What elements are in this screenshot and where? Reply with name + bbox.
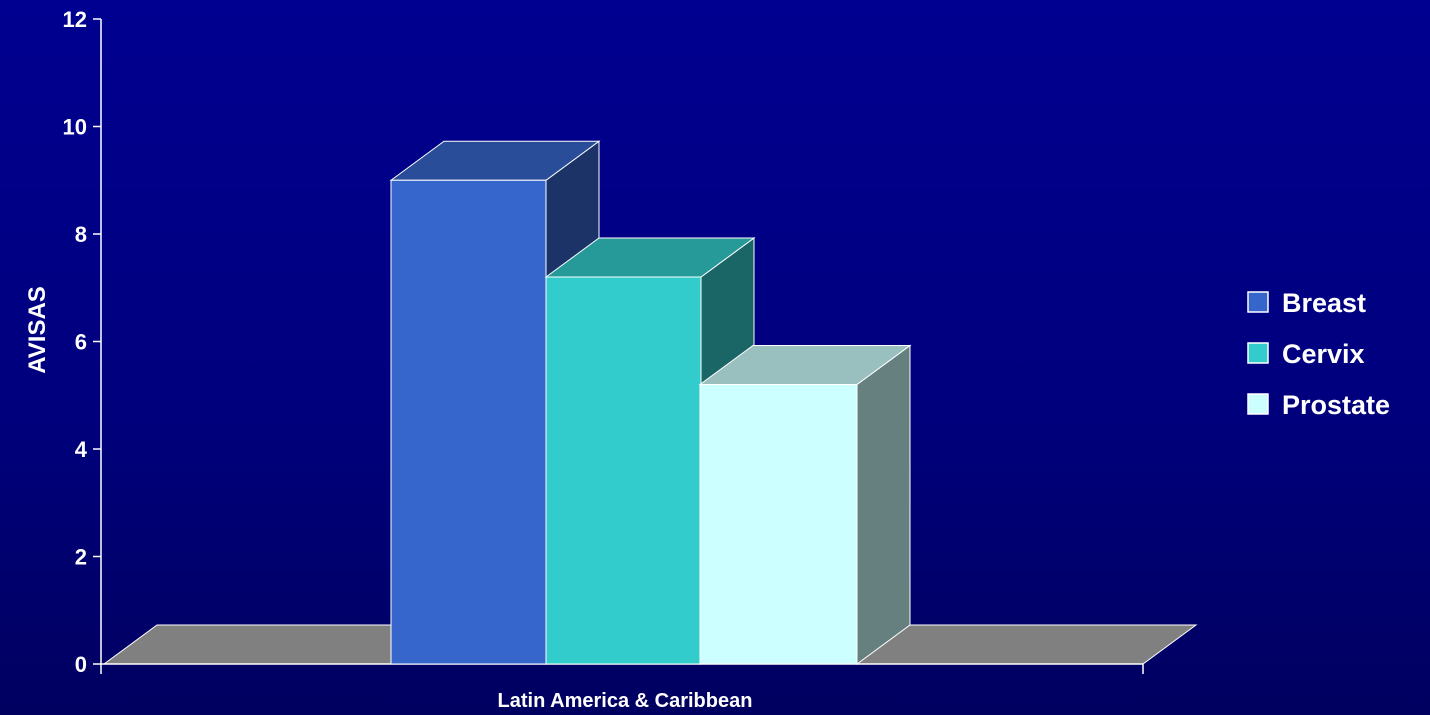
legend-item-prostate: Prostate bbox=[1247, 390, 1390, 420]
legend-label: Prostate bbox=[1282, 390, 1390, 420]
bar-front bbox=[699, 384, 858, 665]
x-category-label: Latin America & Caribbean bbox=[498, 690, 753, 712]
legend-label: Cervix bbox=[1282, 339, 1365, 369]
y-tick-label: 6 bbox=[75, 330, 87, 355]
legend-swatch bbox=[1247, 291, 1269, 313]
bar-front bbox=[545, 276, 702, 665]
legend: Breast Cervix Prostate bbox=[1247, 288, 1390, 420]
legend-item-breast: Breast bbox=[1247, 288, 1366, 318]
y-tick-label: 4 bbox=[75, 437, 88, 462]
y-axis-title: AVISAS bbox=[24, 286, 51, 374]
y-tick-label: 8 bbox=[75, 222, 87, 247]
y-tick-label: 12 bbox=[63, 7, 87, 32]
bar-front bbox=[390, 179, 547, 665]
y-tick-label: 10 bbox=[63, 115, 87, 140]
legend-swatch bbox=[1247, 342, 1269, 364]
bar-side bbox=[856, 344, 911, 665]
bars bbox=[389, 140, 912, 665]
legend-item-cervix: Cervix bbox=[1247, 339, 1365, 369]
legend-label: Breast bbox=[1282, 288, 1366, 318]
legend-swatch bbox=[1247, 393, 1269, 415]
y-tick-label: 2 bbox=[75, 545, 87, 570]
bar-prostate bbox=[698, 344, 912, 665]
y-tick-label: 0 bbox=[75, 652, 87, 677]
